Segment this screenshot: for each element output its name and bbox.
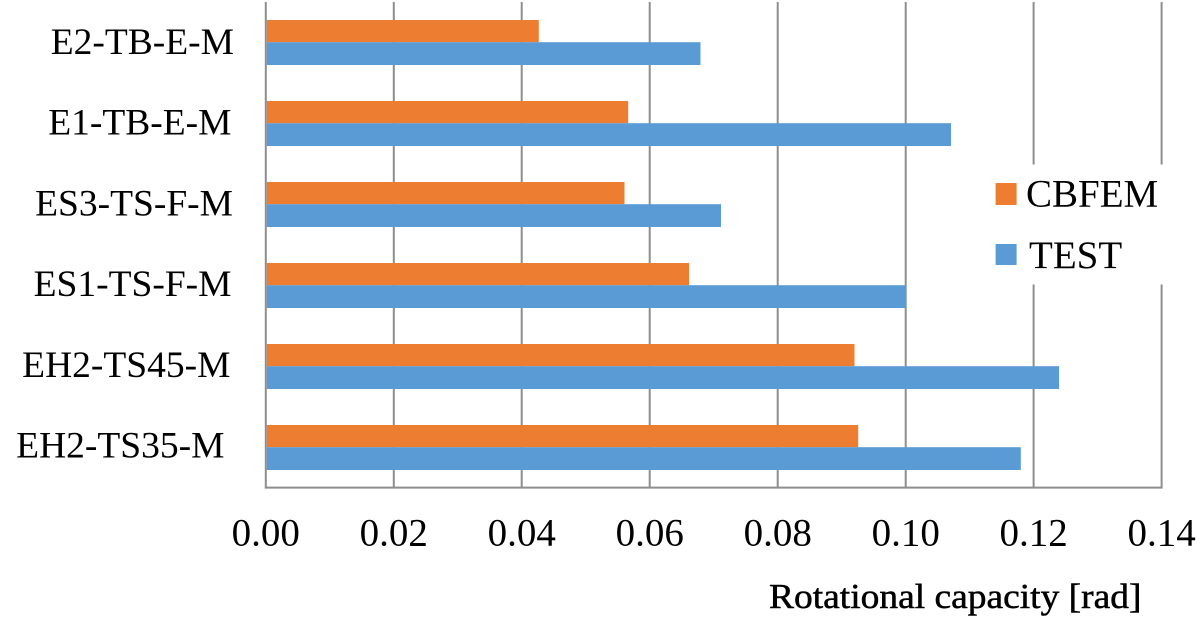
svg-text:0.04: 0.04: [488, 512, 556, 555]
svg-text:0.00: 0.00: [232, 512, 300, 555]
svg-text:ES3-TS-F-M: ES3-TS-F-M: [35, 183, 233, 224]
svg-text:E1-TB-E-M: E1-TB-E-M: [48, 103, 231, 144]
svg-text:ES1-TS-F-M: ES1-TS-F-M: [34, 264, 232, 305]
svg-text:EH2-TS35-M: EH2-TS35-M: [16, 426, 224, 467]
svg-text:TEST: TEST: [1029, 234, 1122, 277]
svg-text:0.02: 0.02: [360, 512, 428, 555]
svg-text:0.10: 0.10: [872, 512, 940, 555]
svg-text:E2-TB-E-M: E2-TB-E-M: [51, 22, 234, 63]
svg-text:0.14: 0.14: [1127, 512, 1195, 555]
svg-text:Rotational capacity [rad]: Rotational capacity [rad]: [769, 577, 1142, 616]
svg-text:EH2-TS45-M: EH2-TS45-M: [22, 345, 230, 386]
svg-text:0.08: 0.08: [744, 512, 812, 555]
svg-text:CBFEM: CBFEM: [1026, 173, 1158, 216]
svg-text:0.06: 0.06: [616, 512, 684, 555]
svg-text:0.12: 0.12: [999, 512, 1067, 555]
